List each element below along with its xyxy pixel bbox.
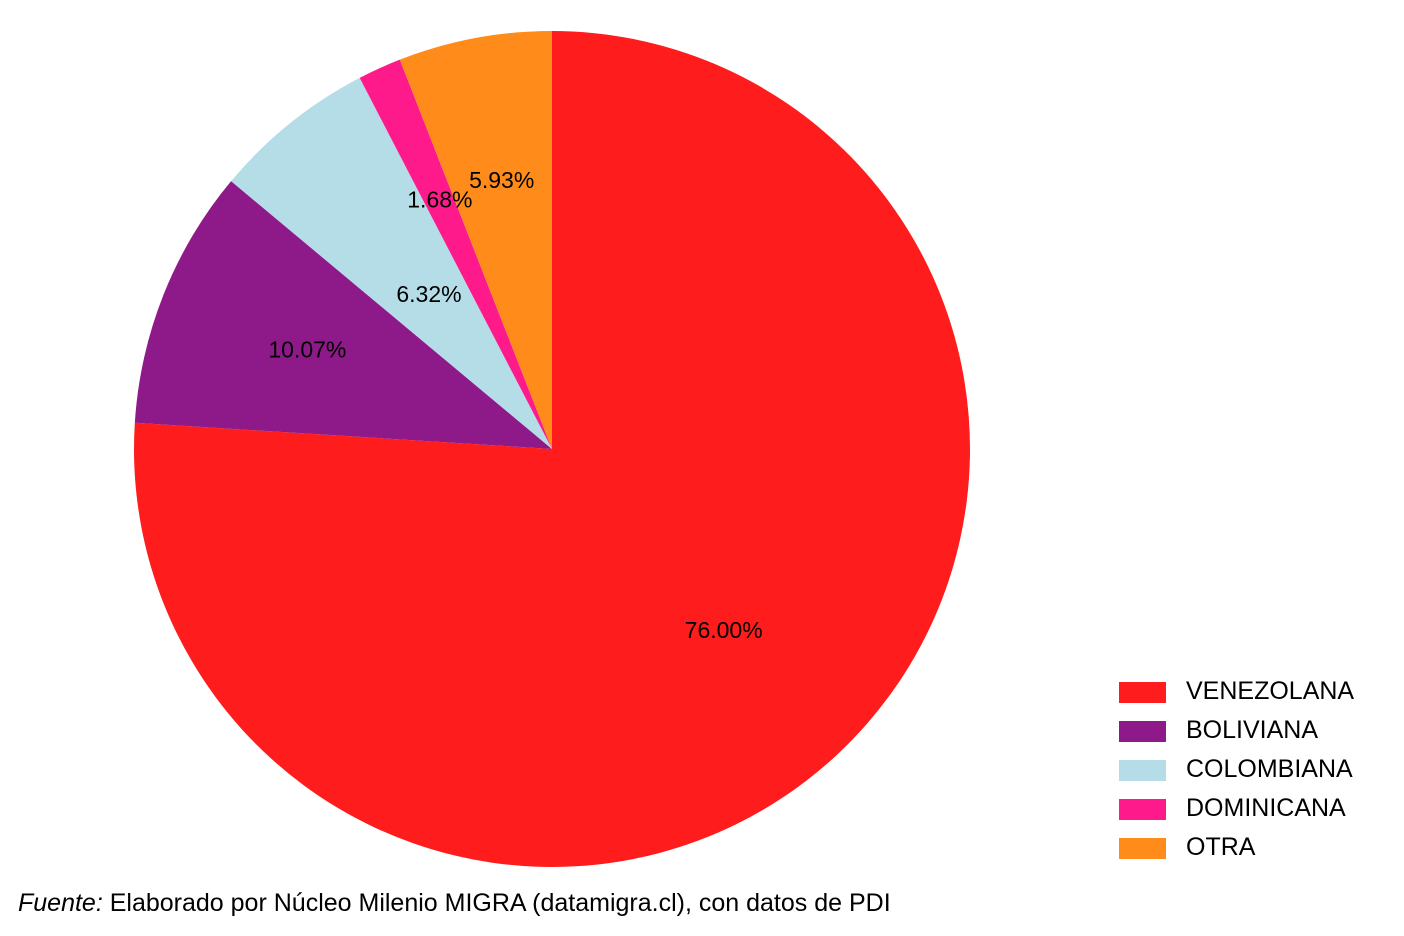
legend-swatch-venezolana: [1119, 682, 1166, 703]
legend-label-boliviana: BOLIVIANA: [1186, 716, 1318, 744]
pie-slice-label-otra: 5.93%: [469, 167, 534, 193]
source-caption-lead: Fuente:: [18, 889, 103, 917]
legend-swatch-dominicana: [1119, 799, 1166, 820]
pie-slice-boliviana: [134, 181, 552, 449]
legend-label-venezolana: VENEZOLANA: [1186, 677, 1354, 705]
pie-slice-label-venezolana: 76.00%: [685, 617, 763, 643]
legend-label-dominicana: DOMINICANA: [1186, 794, 1346, 822]
pie-slice-otra: [399, 31, 552, 449]
pie-slice-venezolana: [134, 31, 971, 867]
pie-slice-labels: 76.00% 10.07% 6.32% 1.68%5.93%: [268, 167, 762, 643]
legend: VENEZOLANA BOLIVIANA COLOMBIANA DOMINICANA O…: [1119, 677, 1354, 861]
pie-slice-label-dominicana: 1.68%: [407, 187, 472, 213]
source-caption-text: Elaborado por Núcleo Milenio MIGRA (data…: [109, 889, 891, 917]
legend-label-otra: OTRA: [1186, 833, 1256, 861]
pie-slice-label-boliviana: 10.07%: [268, 337, 346, 363]
legend-label-colombiana: COLOMBIANA: [1186, 755, 1353, 783]
legend-swatch-boliviana: [1119, 721, 1166, 742]
pie-slice-colombiana: [231, 77, 552, 450]
pie-slice-dominicana: [359, 59, 552, 449]
pie-slice-label-colombiana: 6.32%: [396, 281, 461, 307]
legend-swatch-colombiana: [1119, 760, 1166, 781]
pie-slices: [134, 31, 971, 867]
source-caption: Fuente: Elaborado por Núcleo Milenio MIG…: [18, 889, 891, 918]
legend-swatch-otra: [1119, 838, 1166, 859]
